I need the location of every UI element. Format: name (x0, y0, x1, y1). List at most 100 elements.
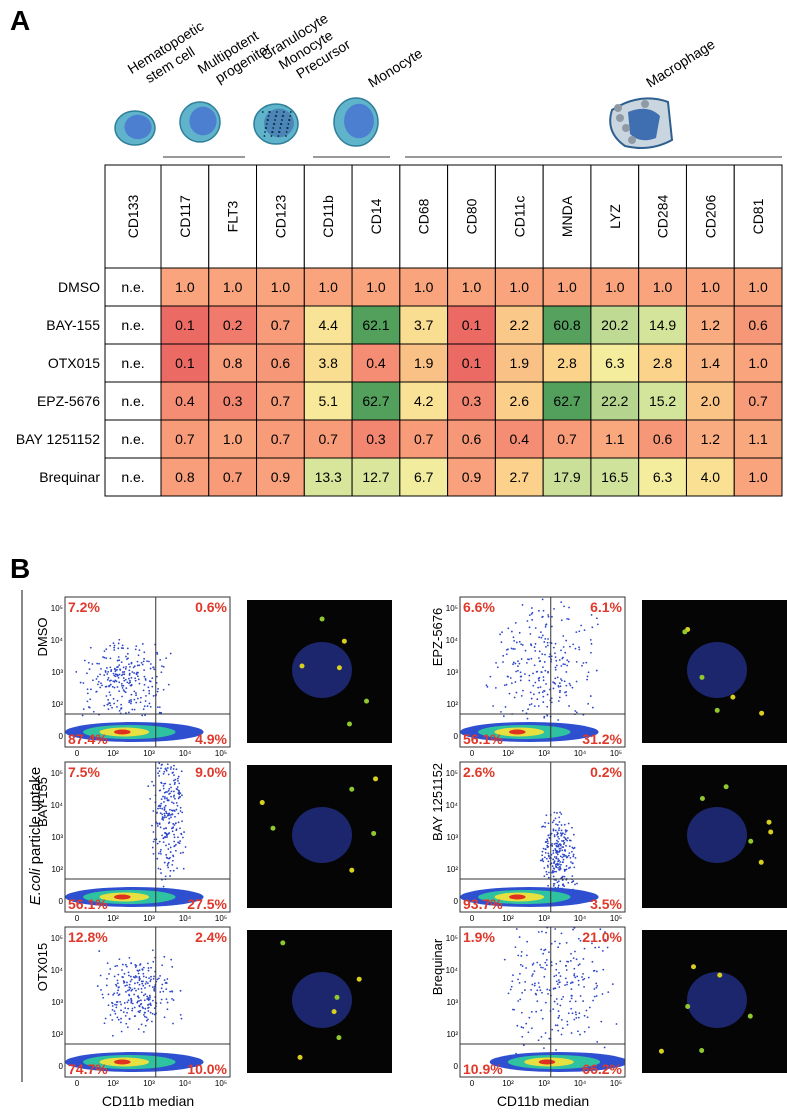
event-dot (159, 991, 162, 993)
column-header-cell (542, 164, 592, 269)
event-dot (109, 679, 111, 682)
event-dot (554, 940, 556, 943)
event-dot (554, 656, 557, 659)
granule (279, 123, 282, 125)
event-dot (557, 700, 560, 702)
heat-cell (494, 343, 544, 383)
event-dot (554, 817, 557, 820)
event-dot (149, 705, 152, 708)
event-dot (117, 666, 119, 668)
event-dot (557, 719, 560, 721)
event-dot (502, 715, 505, 718)
event-dot (179, 810, 182, 812)
event-dot (546, 840, 549, 843)
event-dot (537, 677, 540, 680)
event-dot (557, 858, 559, 860)
bacterium (364, 698, 370, 704)
event-dot (90, 688, 92, 691)
event-dot (97, 680, 100, 683)
event-dot (137, 671, 139, 674)
event-dot (565, 868, 568, 871)
event-dot (111, 685, 114, 688)
event-dot (519, 679, 522, 682)
cell-value: 1.0 (175, 279, 195, 295)
event-dot (545, 923, 547, 925)
event-dot (82, 682, 85, 684)
event-dot (558, 843, 561, 845)
event-dot (602, 968, 605, 971)
event-dot (553, 917, 555, 919)
event-dot (530, 697, 533, 700)
event-dot (558, 1014, 561, 1017)
quadrant-percent: 10.0% (187, 1061, 227, 1077)
bacterium (341, 638, 347, 644)
event-dot (151, 986, 154, 988)
event-dot (173, 833, 175, 836)
event-dot (520, 1011, 523, 1014)
event-dot (180, 770, 183, 773)
cell-value: n.e. (121, 279, 144, 295)
heat-cell (399, 305, 449, 345)
event-dot (558, 865, 561, 868)
event-dot (538, 986, 541, 988)
event-dot (151, 949, 154, 952)
flow-data (65, 753, 204, 907)
event-dot (550, 701, 553, 704)
event-dot (552, 1008, 555, 1011)
event-dot (178, 790, 180, 792)
event-dot (528, 614, 531, 616)
event-dot (170, 790, 173, 793)
event-dot (146, 660, 148, 663)
event-dot (543, 689, 545, 692)
event-dot (542, 847, 545, 850)
event-dot (547, 876, 550, 879)
event-dot (558, 971, 560, 974)
event-dot (540, 631, 542, 634)
event-dot (135, 989, 137, 992)
event-dot (157, 977, 160, 980)
event-dot (109, 683, 112, 686)
event-dot (547, 615, 550, 618)
event-dot (156, 822, 159, 825)
event-dot (104, 671, 107, 673)
event-dot (554, 666, 557, 669)
event-dot (116, 992, 119, 994)
event-dot (551, 615, 553, 618)
y-tick-label: 10³ (446, 998, 458, 1007)
event-dot (96, 985, 99, 987)
cell-value: 62.7 (553, 393, 580, 409)
event-dot (162, 753, 164, 755)
event-dot (553, 870, 556, 873)
event-dot (161, 983, 164, 986)
event-dot (536, 961, 539, 964)
event-dot (136, 664, 139, 667)
event-dot (142, 994, 145, 997)
event-dot (173, 774, 175, 777)
event-dot (508, 692, 511, 695)
cell-value: 1.0 (557, 279, 577, 295)
event-dot (162, 773, 165, 775)
event-dot (532, 684, 535, 687)
cell-value: 1.0 (701, 279, 721, 295)
event-dot (142, 972, 145, 975)
event-dot (546, 864, 549, 867)
event-dot (565, 844, 567, 847)
event-dot (138, 682, 141, 685)
y-tick-label: 0 (454, 897, 459, 906)
event-dot (115, 983, 117, 986)
y-tick-label: 10³ (51, 668, 63, 677)
event-dot (113, 686, 116, 689)
event-dot (536, 698, 539, 701)
event-dot (553, 861, 556, 864)
event-dot (558, 696, 561, 699)
event-dot (87, 661, 90, 664)
event-dot (565, 671, 568, 673)
event-dot (169, 990, 172, 993)
cell-value: 17.9 (553, 469, 580, 485)
event-dot (586, 678, 589, 681)
cell-value: 0.6 (271, 355, 291, 371)
heat-cell (447, 457, 496, 497)
cell-value: 2.8 (653, 355, 673, 371)
event-dot (515, 691, 518, 694)
event-dot (179, 827, 181, 830)
